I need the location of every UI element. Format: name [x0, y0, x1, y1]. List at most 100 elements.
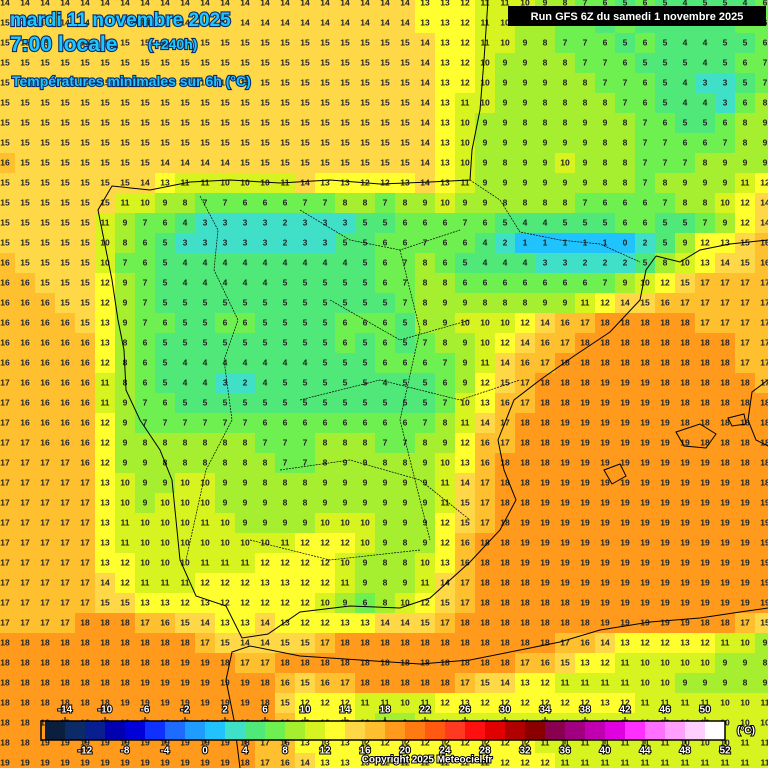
temp-value: 18 — [120, 657, 130, 667]
temp-cell — [635, 33, 656, 54]
temp-cell — [495, 293, 516, 314]
temp-cell — [315, 0, 336, 14]
temp-value: 12 — [320, 577, 330, 587]
temp-value: 8 — [383, 557, 388, 567]
temp-value: 11 — [641, 757, 650, 767]
temp-cell — [415, 413, 436, 434]
temp-value: 19 — [620, 577, 630, 587]
temp-value: 15 — [40, 177, 50, 187]
temp-cell — [35, 353, 56, 374]
temp-value: 5 — [623, 37, 628, 47]
temp-cell — [275, 313, 296, 334]
temp-cell — [475, 353, 496, 374]
temp-value: 13 — [160, 177, 170, 187]
temp-value: 10 — [160, 557, 170, 567]
temp-cell — [195, 173, 216, 194]
temp-value: 15 — [200, 37, 210, 47]
temp-value: 12 — [520, 697, 530, 707]
temp-cell — [335, 13, 356, 34]
temp-value: 10 — [320, 597, 330, 607]
temp-value: 6 — [383, 257, 388, 267]
temp-value: 4 — [263, 357, 268, 367]
temp-cell — [215, 373, 236, 394]
temp-cell — [215, 313, 236, 334]
temp-value: 14 — [360, 0, 370, 7]
temp-value: 8 — [403, 197, 408, 207]
temp-value: 13 — [400, 177, 410, 187]
temp-cell — [95, 413, 116, 434]
temp-value: 10 — [720, 197, 730, 207]
temp-cell — [295, 33, 316, 54]
temp-cell — [175, 133, 196, 154]
temp-value: 15 — [320, 117, 330, 127]
temp-value: 5 — [163, 377, 168, 387]
temp-cell — [415, 133, 436, 154]
temp-value: 2 — [583, 257, 588, 267]
temp-value: 14 — [300, 0, 310, 7]
temp-value: 3 — [203, 217, 208, 227]
temp-cell — [735, 213, 756, 234]
temp-cell — [215, 93, 236, 114]
temp-cell — [15, 253, 36, 274]
temp-cell — [535, 173, 556, 194]
temp-value: 15 — [300, 637, 310, 647]
temp-cell — [435, 273, 456, 294]
temp-value: 19 — [720, 577, 730, 587]
temp-value: 17 — [480, 517, 490, 527]
temp-value: 8 — [483, 297, 488, 307]
temp-cell — [735, 53, 756, 74]
temp-cell — [635, 193, 656, 214]
temp-value: 19 — [40, 757, 50, 767]
temp-value: 7 — [703, 217, 708, 227]
temp-value: 9 — [283, 517, 288, 527]
temp-cell — [755, 133, 768, 154]
temp-value: 4 — [243, 357, 248, 367]
temp-value: 18 — [600, 337, 610, 347]
temp-cell — [715, 393, 736, 414]
temp-value: 8 — [583, 77, 588, 87]
temp-value: 18 — [420, 677, 430, 687]
temp-value: 10 — [360, 517, 370, 527]
temp-value: 12 — [100, 297, 110, 307]
temp-value: 5 — [363, 277, 368, 287]
temp-value: 12 — [260, 557, 270, 567]
temp-value: 14 — [140, 0, 150, 7]
temp-value: 19 — [680, 557, 690, 567]
temp-value: 12 — [100, 437, 110, 447]
temp-cell — [275, 393, 296, 414]
temp-cell — [115, 213, 136, 234]
temp-cell — [395, 133, 416, 154]
temp-value: 9 — [143, 497, 148, 507]
temp-value: 4 — [283, 257, 288, 267]
temp-cell — [455, 413, 476, 434]
temp-value: 16 — [500, 397, 510, 407]
temp-value: 5 — [303, 317, 308, 327]
temp-value: 19 — [760, 497, 768, 507]
temp-value: 9 — [503, 57, 508, 67]
temp-value: 12 — [460, 37, 470, 47]
temp-cell — [0, 73, 16, 94]
temp-value: 16 — [0, 257, 10, 267]
temp-cell — [675, 373, 696, 394]
temp-value: 19 — [640, 417, 650, 427]
temp-cell — [15, 0, 36, 14]
temp-value: 3 — [203, 237, 208, 247]
temp-value: 14 — [300, 177, 310, 187]
temp-cell — [715, 33, 736, 54]
temp-cell — [475, 0, 496, 14]
temp-cell — [695, 293, 716, 314]
temp-cell — [135, 233, 156, 254]
colorbar-swatch — [525, 721, 545, 740]
temp-cell — [715, 113, 736, 134]
temp-value: 4 — [703, 97, 708, 107]
temp-value: 10 — [220, 537, 230, 547]
temp-cell — [175, 153, 196, 174]
temp-value: 14 — [620, 297, 630, 307]
temp-cell — [535, 73, 556, 94]
temp-value: 19 — [640, 477, 650, 487]
temp-value: 6 — [383, 337, 388, 347]
temp-value: 19 — [700, 497, 710, 507]
temp-cell — [735, 113, 756, 134]
temp-cell — [55, 273, 76, 294]
temp-cell — [115, 93, 136, 114]
